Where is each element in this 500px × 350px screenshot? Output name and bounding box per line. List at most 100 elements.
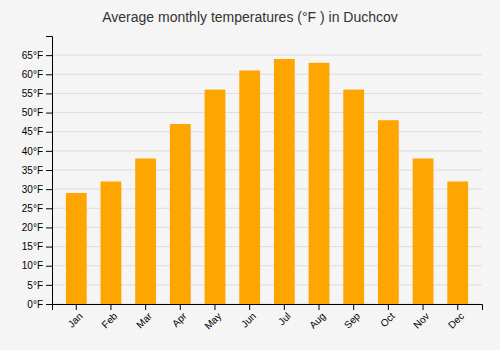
x-tick-mark — [388, 304, 389, 310]
x-tick-label: Sep — [342, 310, 363, 331]
y-tick-label: 45°F — [22, 126, 43, 137]
y-tick: 35°F — [22, 165, 52, 176]
y-tick-mark — [46, 170, 52, 171]
x-tick-label: Dec — [446, 310, 466, 330]
x-tick-mark — [284, 304, 285, 310]
x-tick-mark — [180, 304, 181, 310]
y-tick: 10°F — [22, 260, 52, 271]
y-tick-mark — [46, 189, 52, 190]
x-tick-label: Apr — [170, 310, 189, 329]
y-axis: 0°F 5°F 10°F 15°F 20°F 25°F 30°F 35°F 40°F 45°F 50… — [22, 37, 53, 310]
y-tick-mark — [46, 285, 52, 286]
y-tick-label: 55°F — [22, 88, 43, 99]
grid-line — [52, 55, 482, 56]
bar — [309, 63, 330, 304]
x-tick-mark — [319, 304, 320, 310]
x-tick: Feb — [99, 304, 119, 330]
y-tick-mark — [46, 304, 52, 305]
x-tick-label: Mar — [134, 310, 154, 330]
y-tick-mark — [46, 132, 52, 133]
y-tick-mark — [46, 266, 52, 267]
y-tick-mark — [46, 93, 52, 94]
bar — [135, 159, 156, 304]
x-tick-mark — [353, 304, 354, 310]
y-tick: 5°F — [27, 280, 52, 291]
bar — [274, 59, 295, 304]
y-tick-mark — [46, 247, 52, 248]
plot: 0°F 5°F 10°F 15°F 20°F 25°F 30°F 35°F 40°F 45°F 50… — [22, 37, 483, 332]
x-tick-label: Jul — [276, 310, 293, 327]
y-tick-label: 5°F — [27, 280, 43, 291]
grid-line — [52, 93, 482, 94]
y-tick: 55°F — [22, 88, 52, 99]
grid — [52, 55, 482, 304]
x-tick-mark — [214, 304, 215, 310]
bar — [447, 181, 468, 304]
y-tick-mark — [46, 151, 52, 152]
bar — [239, 70, 260, 304]
x-tick: Dec — [446, 304, 466, 331]
y-tick-mark — [46, 74, 52, 75]
y-tick-label: 0°F — [27, 299, 43, 310]
x-tick: Oct — [378, 304, 397, 329]
bar — [101, 181, 122, 304]
x-tick: Apr — [170, 304, 189, 329]
y-tick-mark — [46, 113, 52, 114]
x-tick-label: May — [202, 310, 223, 331]
x-tick: Aug — [307, 304, 327, 331]
chart: 0°F 5°F 10°F 15°F 20°F 25°F 30°F 35°F 40°F 45°F 50… — [0, 0, 500, 350]
x-tick-mark — [457, 304, 458, 310]
x-tick-label: Aug — [307, 310, 327, 330]
grid-line — [52, 112, 482, 113]
x-tick: Jun — [239, 304, 258, 330]
y-tick: 65°F — [22, 50, 52, 61]
y-tick-label: 25°F — [22, 203, 43, 214]
y-tick-label: 65°F — [22, 50, 43, 61]
title: Average monthly temperatures (°F ) in Du… — [102, 9, 398, 25]
y-tick: 40°F — [22, 146, 52, 157]
x-tick-label: Jan — [66, 310, 85, 329]
bar — [378, 120, 399, 304]
grid-line — [52, 131, 482, 132]
x-tick-label: Jun — [239, 310, 258, 329]
y-tick: 20°F — [22, 222, 52, 233]
bar — [413, 159, 434, 304]
x-tick: Sep — [342, 304, 363, 331]
x-tick-label: Nov — [411, 310, 431, 330]
y-tick: 30°F — [22, 184, 52, 195]
y-tick: 15°F — [22, 241, 52, 252]
x-axis: Jan Feb Mar Apr May Jun Jul Aug Sep Oct Nov Dec — [53, 304, 483, 332]
y-tick-label: 20°F — [22, 222, 43, 233]
x-tick: Nov — [411, 304, 431, 331]
x-tick-mark — [110, 304, 111, 310]
x-tick: May — [202, 304, 223, 332]
y-tick-label: 15°F — [22, 241, 43, 252]
y-tick-label: 35°F — [22, 165, 43, 176]
bar — [66, 193, 87, 304]
grid-line — [52, 150, 482, 151]
grid-line — [52, 74, 482, 75]
bar — [205, 90, 226, 304]
bars — [66, 59, 468, 304]
x-tick-label: Oct — [378, 310, 397, 329]
y-tick-label: 60°F — [22, 69, 43, 80]
x-axis-line — [53, 305, 483, 311]
y-tick-label: 40°F — [22, 146, 43, 157]
x-tick: Jul — [276, 304, 293, 327]
y-tick: 50°F — [22, 107, 52, 118]
x-tick: Jan — [66, 304, 85, 330]
y-tick: 25°F — [22, 203, 52, 214]
y-tick-mark — [46, 208, 52, 209]
y-tick-label: 30°F — [22, 184, 43, 195]
y-tick-label: 10°F — [22, 260, 43, 271]
x-tick-mark — [423, 304, 424, 310]
x-tick-mark — [76, 304, 77, 310]
y-axis-line — [46, 37, 53, 305]
x-tick-mark — [145, 304, 146, 310]
y-tick: 45°F — [22, 126, 52, 137]
y-tick-mark — [46, 55, 52, 56]
y-tick: 0°F — [27, 299, 52, 310]
x-tick: Mar — [134, 304, 154, 330]
y-tick-label: 50°F — [22, 107, 43, 118]
x-tick-mark — [249, 304, 250, 310]
